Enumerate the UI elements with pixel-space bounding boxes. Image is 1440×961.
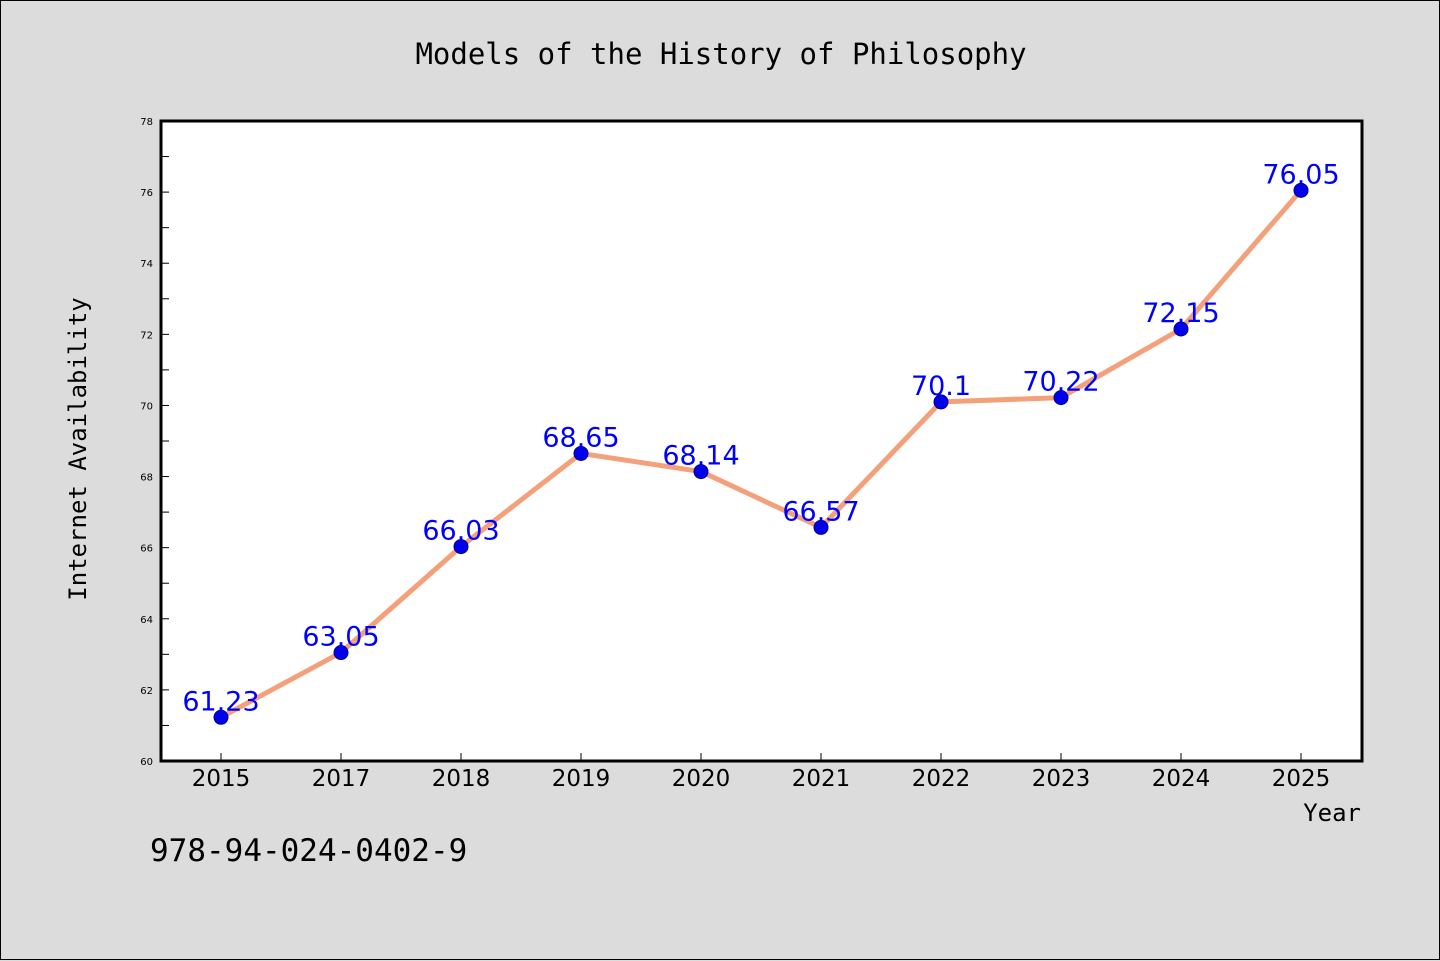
y-tick-label: 78 <box>140 117 153 128</box>
y-tick-label: 68 <box>140 473 153 484</box>
data-label: 68.14 <box>662 441 739 472</box>
x-tick-label: 2025 <box>1272 766 1331 792</box>
x-tick-label: 2024 <box>1152 766 1211 792</box>
y-tick-label: 66 <box>140 544 153 555</box>
data-labels: 61.23 63.05 66.03 68.65 68.14 66.57 70.1 70.22 7… <box>182 159 1339 717</box>
plot-area <box>159 119 1364 763</box>
data-label: 70.22 <box>1022 367 1099 398</box>
data-point <box>333 645 349 661</box>
data-label: 72.15 <box>1142 298 1219 329</box>
x-axis: 2015 2017 2018 2019 2020 2021 2022 2023 2024 2025 <box>192 753 1331 792</box>
x-tick-label: 2020 <box>672 766 731 792</box>
data-point <box>213 709 229 725</box>
x-tick-label: 2022 <box>912 766 971 792</box>
data-point <box>573 445 589 461</box>
x-tick-label: 2019 <box>552 766 611 792</box>
data-label: 76.05 <box>1262 159 1339 190</box>
data-point <box>933 394 949 410</box>
isbn-annotation: 978-94-024-0402-9 <box>150 833 468 869</box>
data-point <box>1173 321 1189 337</box>
data-label: 66.03 <box>422 516 499 547</box>
data-point <box>1053 390 1069 406</box>
data-point <box>1293 182 1309 198</box>
y-tick-label: 70 <box>140 401 153 412</box>
data-label: 63.05 <box>302 622 379 653</box>
y-tick-label: 64 <box>140 615 153 626</box>
y-axis-label: Internet Availability <box>64 297 92 600</box>
x-tick-label: 2021 <box>792 766 851 792</box>
y-tick-label: 74 <box>140 259 153 270</box>
data-label: 61.23 <box>182 686 259 717</box>
x-axis-label: Year <box>1303 799 1361 827</box>
x-tick-label: 2015 <box>192 766 251 792</box>
data-label: 66.57 <box>782 496 859 527</box>
y-axis: 60 62 64 66 68 70 72 74 76 78 <box>140 117 169 768</box>
data-label: 70.1 <box>911 371 971 402</box>
y-tick-label: 76 <box>140 188 153 199</box>
data-label: 68.65 <box>542 422 619 453</box>
series-line <box>218 187 1304 720</box>
y-tick-label: 62 <box>140 686 153 697</box>
x-tick-label: 2017 <box>312 766 371 792</box>
data-point <box>453 539 469 555</box>
chart-title: Models of the History of Philosophy <box>415 37 1026 71</box>
data-point <box>813 519 829 535</box>
data-point <box>693 464 709 480</box>
series-markers <box>213 182 1309 725</box>
y-tick-label: 60 <box>140 757 153 768</box>
x-tick-label: 2023 <box>1032 766 1091 792</box>
x-tick-label: 2018 <box>432 766 491 792</box>
y-tick-label: 72 <box>140 330 153 341</box>
